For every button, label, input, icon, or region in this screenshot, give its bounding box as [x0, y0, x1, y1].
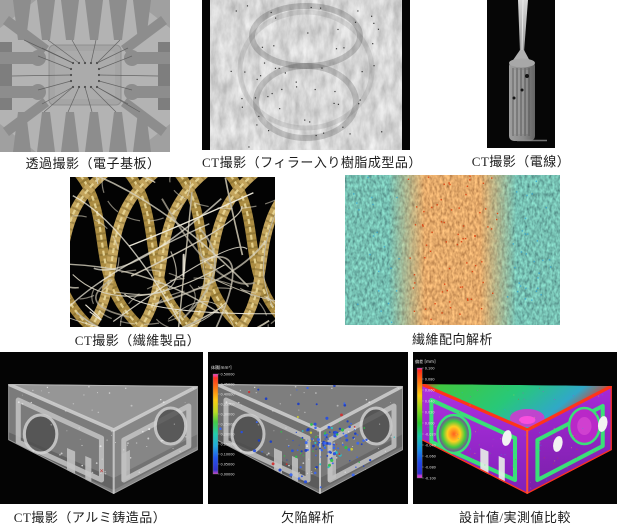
svg-text:体積[mm³]: 体積[mm³]	[211, 364, 232, 370]
fiber-orientation-map-image	[345, 175, 560, 325]
ct-casting-image: ×	[0, 352, 203, 504]
ct-wire-image	[487, 0, 555, 148]
svg-text:0.30000: 0.30000	[221, 412, 235, 416]
caption-deviation: 設計値/実測値比較	[458, 510, 572, 525]
svg-text:0.060: 0.060	[425, 388, 435, 392]
xray-transmission-board-image	[0, 0, 170, 152]
svg-text:0.05000: 0.05000	[221, 462, 235, 466]
figure-fabric	[70, 177, 275, 327]
deviation-comparison-image: 偏差 [mm] 0.100 0.080 0.060 0.040 0.020 0.000 -0.…	[413, 352, 617, 504]
figure-casting: ×	[0, 352, 203, 504]
svg-text:0.10000: 0.10000	[221, 452, 235, 456]
caption-defect: 欠陥解析	[280, 510, 335, 525]
figure-resin	[202, 0, 410, 150]
svg-text:×: ×	[99, 466, 103, 475]
caption-board: 透過撮影（電子基板）	[25, 156, 161, 171]
svg-text:0.45000: 0.45000	[221, 382, 235, 386]
caption-fabric: CT撮影（繊維製品）	[74, 333, 201, 348]
svg-text:0.000: 0.000	[425, 421, 435, 425]
figure-board	[0, 0, 170, 152]
svg-text:0.50000: 0.50000	[221, 372, 235, 376]
svg-text:-0.080: -0.080	[425, 465, 436, 469]
figure-defect: 体積[mm³] 0.50000 0.45000 0.40000 0.35000 0.300…	[208, 352, 408, 504]
svg-text:0.040: 0.040	[425, 399, 435, 403]
ct-resin-image	[202, 0, 410, 150]
figure-wire	[487, 0, 555, 148]
svg-text:-0.060: -0.060	[425, 454, 436, 458]
svg-text:0.080: 0.080	[425, 377, 435, 381]
svg-text:0.20000: 0.20000	[221, 432, 235, 436]
svg-text:偏差 [mm]: 偏差 [mm]	[415, 358, 436, 364]
svg-text:-0.040: -0.040	[425, 443, 436, 447]
figure-orientation	[345, 175, 560, 325]
caption-casting: CT撮影（アルミ鋳造品）	[13, 510, 167, 525]
defect-analysis-image: 体積[mm³] 0.50000 0.45000 0.40000 0.35000 0.300…	[208, 352, 408, 504]
figure-deviation: 偏差 [mm] 0.100 0.080 0.060 0.040 0.020 0.000 -0.…	[413, 352, 617, 504]
svg-text:-0.100: -0.100	[425, 476, 436, 480]
caption-orientation: 繊維配向解析	[411, 332, 493, 347]
svg-text:0.40000: 0.40000	[221, 392, 235, 396]
svg-text:0.35000: 0.35000	[221, 402, 235, 406]
svg-text:0.00000: 0.00000	[221, 472, 235, 476]
svg-text:0.020: 0.020	[425, 410, 435, 414]
svg-text:0.100: 0.100	[425, 366, 435, 370]
svg-text:0.25000: 0.25000	[221, 422, 235, 426]
caption-wire: CT撮影（電線）	[471, 154, 571, 169]
svg-text:-0.020: -0.020	[425, 432, 436, 436]
ct-fabric-image	[70, 177, 275, 327]
caption-resin: CT撮影（フィラー入り樹脂成型品）	[202, 155, 422, 170]
svg-text:0.15000: 0.15000	[221, 442, 235, 446]
